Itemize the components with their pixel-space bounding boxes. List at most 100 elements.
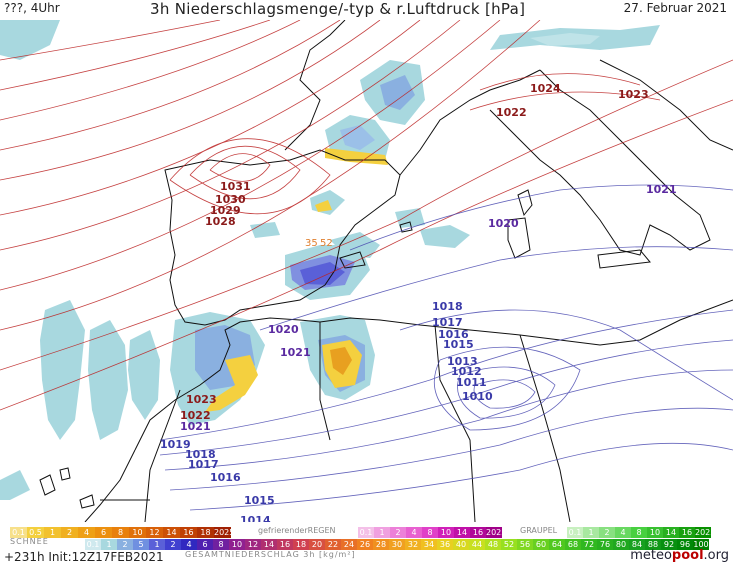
pressure-label: 1020 (268, 323, 299, 336)
pressure-label: 1022 (496, 106, 527, 119)
legend-swatch: 1 (149, 539, 165, 550)
precip-value-labels: 35 52 (305, 238, 333, 249)
meteopool-logo[interactable]: meteopool.org (630, 548, 729, 563)
pressure-label: 1018 (432, 300, 463, 313)
pressure-label: 1012 (451, 365, 482, 378)
pressure-label: 1015 (244, 494, 275, 507)
pressure-label: 1021 (280, 346, 311, 359)
pressure-label: 1016 (210, 471, 241, 484)
pressure-label: 1016 (438, 328, 469, 341)
legend-swatch: 4 (615, 527, 631, 538)
isobars-high (0, 20, 733, 411)
freezing-rain-scale: 0.1 1 2 4 8 10 14 16 2025+ (358, 527, 514, 538)
legend-swatch: 18 (197, 527, 214, 538)
graupel-scale: 0.1 1 2 4 8 10 14 16 2025+ (567, 527, 723, 538)
precipitation-areas (0, 20, 660, 500)
pressure-label: 1010 (462, 390, 493, 403)
legend-swatch: 2 (61, 527, 78, 538)
logo-part: meteo (630, 548, 672, 563)
legend-swatch: 0.1 (85, 539, 101, 550)
legend-swatch: 8 (631, 527, 647, 538)
header-bar: ???, 4Uhr 3h Niederschlagsmenge/-typ & r… (0, 0, 733, 20)
legend-swatch: 1 (101, 539, 117, 550)
pressure-label: 1017 (188, 458, 219, 471)
pressure-label: 1022 (180, 409, 211, 422)
pressure-label: 1024 (530, 82, 561, 95)
legend-swatch: 16 (679, 527, 695, 538)
legend: 0.1 0.5 1 2 4 6 8 10 12 14 16 18 2025+ SCHNEE gefrie… (0, 522, 733, 566)
legend-swatch: 32 (405, 539, 421, 550)
pressure-labels: 1024 1023 1022 1031 1030 1029 1028 1021 … (160, 82, 677, 522)
legend-swatch: 12 (245, 539, 261, 550)
pressure-label: 1030 (215, 193, 246, 206)
legend-swatch: 18 (293, 539, 309, 550)
pressure-label: 1013 (447, 355, 478, 368)
legend-swatch: 52 (501, 539, 517, 550)
pressure-label: 1029 (210, 204, 241, 217)
legend-swatch: 72 (581, 539, 597, 550)
legend-swatch: 40 (453, 539, 469, 550)
legend-swatch: 1 (374, 527, 390, 538)
legend-swatch: 6 (197, 539, 213, 550)
snow-scale: 0.1 0.5 1 2 4 6 8 10 12 14 16 18 2025+ (10, 527, 242, 538)
logo-part: pool (671, 548, 704, 563)
snow-caption: SCHNEE (10, 537, 49, 546)
logo-part: .org (703, 548, 729, 563)
pressure-label: 1020 (488, 217, 519, 230)
legend-swatch: 2025+ (695, 527, 723, 538)
legend-swatch: 5 (133, 539, 149, 550)
legend-swatch: 80 (613, 539, 629, 550)
legend-swatch: 2025+ (214, 527, 242, 538)
coastlines (39, 20, 733, 522)
legend-swatch: 16 (470, 527, 486, 538)
legend-swatch: 60 (533, 539, 549, 550)
pressure-label: 1018 (185, 448, 216, 461)
legend-swatch: 0.1 (358, 527, 374, 538)
isobars-low (159, 184, 733, 511)
legend-swatch: 2 (599, 527, 615, 538)
legend-swatch: 14 (663, 527, 679, 538)
total-precip-scale: 0.1 1 2 5 1 2 4 6 8 10 12 14 16 18 20 22 24 26 28 30 32 34 36 4… (85, 539, 709, 550)
legend-swatch: 10 (647, 527, 663, 538)
pressure-label: 1017 (432, 316, 463, 329)
legend-swatch: 0.1 (10, 527, 27, 538)
map-title: 3h Niederschlagsmenge/-typ & r.Luftdruck… (150, 0, 526, 18)
legend-swatch: 26 (357, 539, 373, 550)
model-run-info: +231h Init:12Z17FEB2021 (4, 550, 164, 564)
legend-swatch: 4 (78, 527, 95, 538)
legend-swatch: 1 (583, 527, 599, 538)
legend-swatch: 48 (485, 539, 501, 550)
legend-swatch: 16 (180, 527, 197, 538)
legend-swatch: 2 (117, 539, 133, 550)
pressure-label: 1023 (186, 393, 217, 406)
pressure-label: 1023 (618, 88, 649, 101)
legend-swatch: 64 (549, 539, 565, 550)
pressure-label: 1015 (443, 338, 474, 351)
pressure-label: 1019 (160, 438, 191, 451)
weather-map: 1024 1023 1022 1031 1030 1029 1028 1021 … (0, 20, 733, 522)
freezing-rain-caption: gefrierenderREGEN (258, 526, 336, 535)
legend-swatch: 76 (597, 539, 613, 550)
total-precip-caption: GESAMTNIEDERSCHLAG 3h [kg/m²] (185, 550, 356, 559)
legend-swatch: 44 (469, 539, 485, 550)
pressure-label: 1028 (205, 215, 236, 228)
legend-swatch: 2025+ (486, 527, 514, 538)
pressure-label: 1031 (220, 180, 251, 193)
legend-swatch: 24 (341, 539, 357, 550)
legend-swatch: 34 (421, 539, 437, 550)
legend-swatch: 12 (146, 527, 163, 538)
legend-swatch: 8 (112, 527, 129, 538)
legend-swatch: 88 (645, 539, 661, 550)
legend-swatch: 4 (406, 527, 422, 538)
legend-swatch: 8 (213, 539, 229, 550)
graupel-caption: GRAUPEL (520, 526, 558, 535)
legend-swatch: 10 (129, 527, 146, 538)
legend-swatch: 2 (165, 539, 181, 550)
legend-swatch: 1 (44, 527, 61, 538)
legend-swatch: 16 (277, 539, 293, 550)
forecast-date: 27. Februar 2021 (623, 1, 727, 15)
legend-swatch: 68 (565, 539, 581, 550)
legend-swatch: 8 (422, 527, 438, 538)
forecast-time-label: ???, 4Uhr (4, 1, 60, 15)
